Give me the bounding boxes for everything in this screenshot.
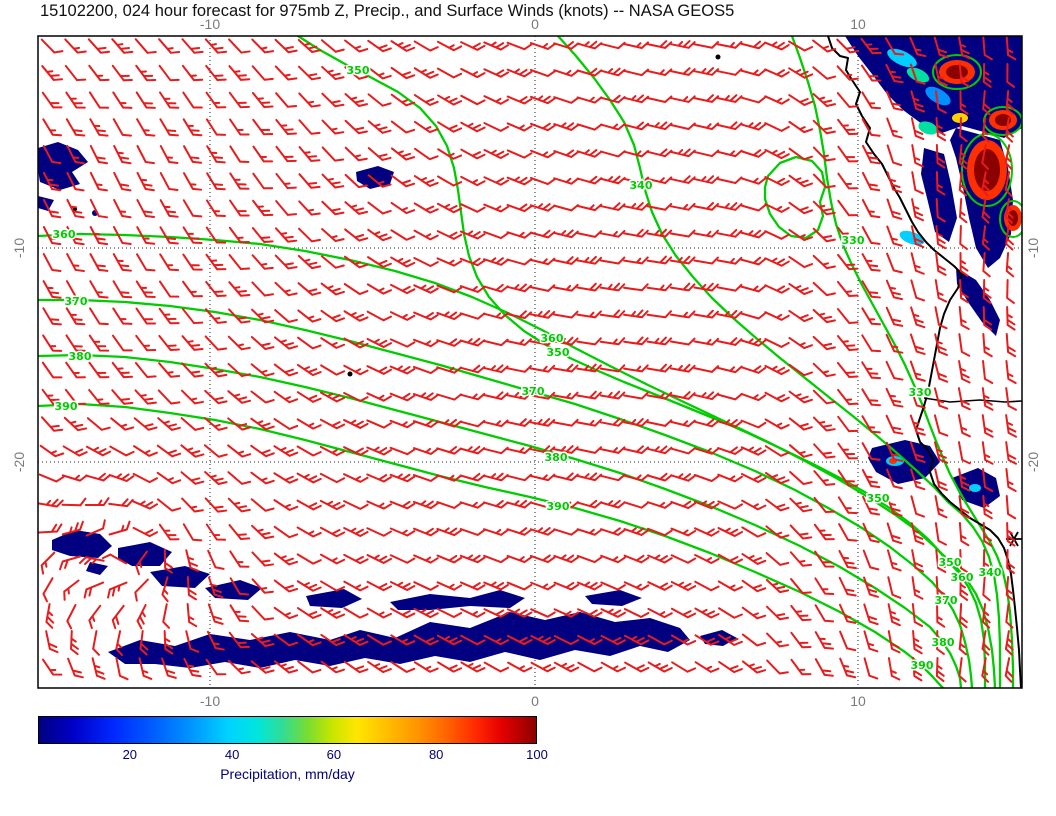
svg-text:-20: -20: [1025, 452, 1041, 472]
svg-text:370: 370: [522, 385, 545, 398]
svg-text:340: 340: [979, 566, 1002, 579]
svg-text:0: 0: [531, 693, 539, 709]
svg-text:380: 380: [545, 451, 568, 464]
colorbar-tick-label: 60: [326, 747, 342, 762]
colorbar-tick-label: 20: [122, 747, 138, 762]
svg-text:0: 0: [531, 16, 539, 32]
svg-text:370: 370: [935, 594, 958, 607]
colorbar-ticks: 20 40 60 80 100: [38, 747, 548, 765]
svg-text:380: 380: [932, 636, 955, 649]
precip-contour-rings: [932, 54, 1022, 238]
svg-text:390: 390: [547, 500, 570, 513]
svg-text:10: 10: [850, 693, 866, 709]
svg-text:360: 360: [53, 228, 76, 241]
svg-text:360: 360: [541, 332, 564, 345]
precipitation-layer: [38, 36, 1022, 668]
colorbar-caption: Precipitation, mm/day: [220, 766, 355, 782]
svg-text:330: 330: [842, 234, 865, 247]
colorbar-tick-label: 40: [224, 747, 240, 762]
svg-text:380: 380: [69, 350, 92, 363]
svg-text:360: 360: [951, 571, 974, 584]
svg-text:350: 350: [867, 492, 890, 505]
colorbar-tick-label: 80: [428, 747, 444, 762]
svg-text:350: 350: [347, 64, 370, 77]
svg-text:-10: -10: [11, 238, 27, 258]
contour-labels: 3903903903803803803703703703603603603503…: [51, 63, 1003, 674]
height-contour-layer: [38, 36, 1015, 688]
svg-text:-10: -10: [200, 693, 220, 709]
colorbar: 20 40 60 80 100 Precipitation, mm/day: [38, 716, 548, 782]
wind-barb-layer: [38, 36, 1018, 683]
colorbar-tick-label: 100: [526, 747, 548, 762]
plot-frame: [37, 35, 1023, 689]
plot-content: 3903903903803803803703703703603603603503…: [38, 36, 1022, 688]
svg-text:390: 390: [55, 400, 78, 413]
svg-text:-10: -10: [1025, 238, 1041, 258]
svg-text:350: 350: [939, 556, 962, 569]
svg-text:340: 340: [630, 179, 653, 192]
chart-title: 15102200, 024 hour forecast for 975mb Z,…: [40, 2, 735, 20]
svg-text:390: 390: [911, 659, 934, 672]
axis-tick-labels: -10 -10 0 0 10 10 -10 -10 -20 -20: [11, 16, 1041, 709]
svg-text:-10: -10: [200, 16, 220, 32]
svg-text:330: 330: [909, 386, 932, 399]
grid-lines: [38, 36, 1022, 688]
svg-text:370: 370: [65, 295, 88, 308]
svg-text:10: 10: [850, 16, 866, 32]
forecast-map-plot: 3903903903803803803703703703603603603503…: [11, 16, 1041, 709]
svg-text:-20: -20: [11, 452, 27, 472]
svg-text:350: 350: [547, 346, 570, 359]
colorbar-gradient: [38, 716, 537, 744]
